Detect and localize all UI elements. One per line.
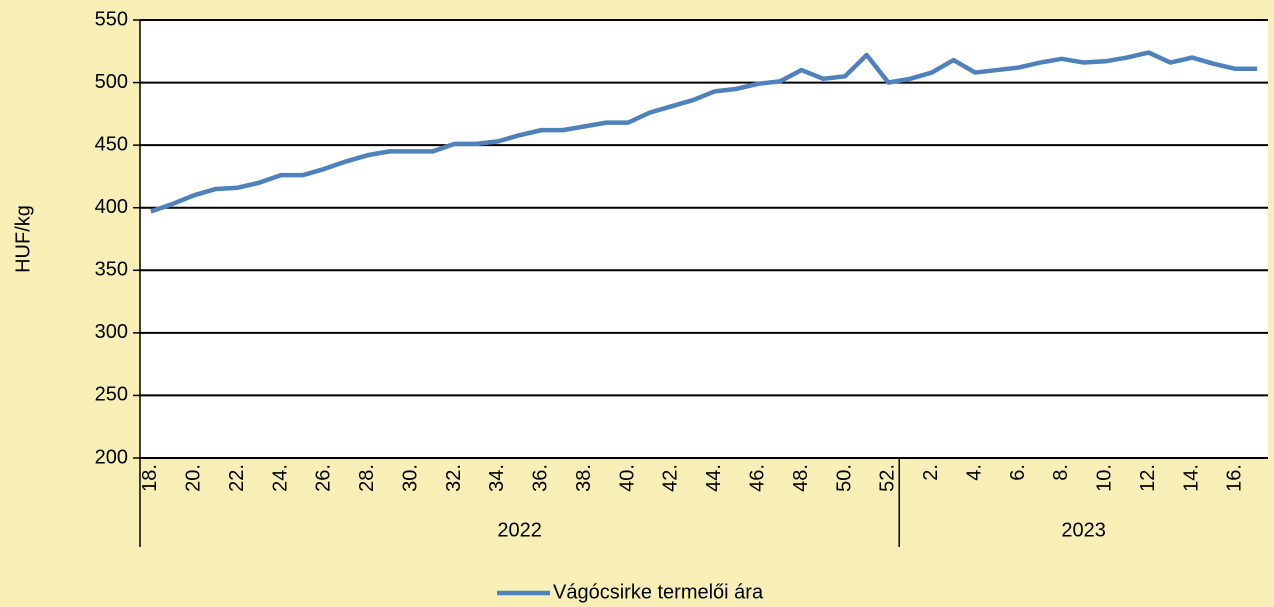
x-tick-label: 30. bbox=[399, 464, 421, 492]
x-tick-label: 36. bbox=[530, 464, 552, 492]
y-tick-label: 350 bbox=[95, 259, 128, 281]
x-tick-label: 4. bbox=[963, 464, 985, 481]
x-tick-label: 32. bbox=[443, 464, 465, 492]
x-group-label: 2023 bbox=[1061, 519, 1106, 541]
plot-area bbox=[140, 20, 1268, 458]
x-tick-label: 52. bbox=[877, 464, 899, 492]
x-tick-label: 28. bbox=[356, 464, 378, 492]
y-tick-label: 450 bbox=[95, 133, 128, 155]
x-tick-label: 14. bbox=[1180, 464, 1202, 492]
x-tick-label: 50. bbox=[833, 464, 855, 492]
x-tick-label: 10. bbox=[1094, 464, 1116, 492]
x-tick-label: 20. bbox=[183, 464, 205, 492]
x-tick-label: 34. bbox=[486, 464, 508, 492]
x-tick-label: 38. bbox=[573, 464, 595, 492]
x-tick-label: 18. bbox=[139, 464, 161, 492]
y-tick-label: 200 bbox=[95, 446, 128, 468]
y-tick-label: 500 bbox=[95, 71, 128, 93]
x-tick-label: 16. bbox=[1224, 464, 1246, 492]
x-tick-label: 6. bbox=[1007, 464, 1029, 481]
x-tick-label: 40. bbox=[616, 464, 638, 492]
x-tick-label: 46. bbox=[747, 464, 769, 492]
legend-label: Vágócsirke termelői ára bbox=[553, 581, 764, 603]
x-tick-label: 48. bbox=[790, 464, 812, 492]
x-tick-label: 26. bbox=[313, 464, 335, 492]
x-tick-label: 12. bbox=[1137, 464, 1159, 492]
line-series bbox=[150, 50, 1258, 214]
y-tick-label: 550 bbox=[95, 8, 128, 30]
x-tick-label: 22. bbox=[226, 464, 248, 492]
y-axis-label: HUF/kg bbox=[12, 205, 34, 273]
x-tick-label: 8. bbox=[1050, 464, 1072, 481]
x-tick-label: 44. bbox=[703, 464, 725, 492]
y-tick-label: 250 bbox=[95, 384, 128, 406]
x-group-label: 2022 bbox=[497, 519, 542, 541]
y-tick-label: 300 bbox=[95, 321, 128, 343]
x-tick-label: 42. bbox=[660, 464, 682, 492]
x-tick-label: 24. bbox=[269, 464, 291, 492]
x-tick-label: 2. bbox=[920, 464, 942, 481]
y-tick-label: 400 bbox=[95, 196, 128, 218]
